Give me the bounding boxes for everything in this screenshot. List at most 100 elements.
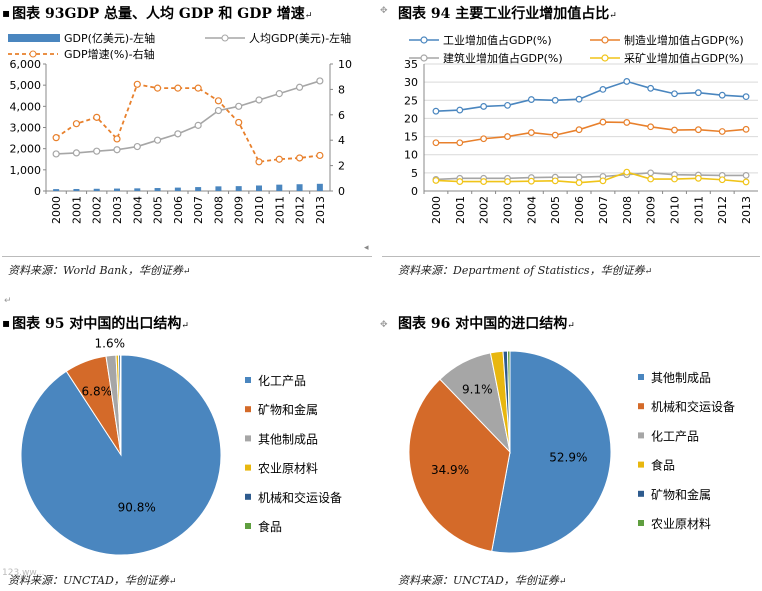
chart94-legend-0: 工业增加值占GDP(%) [443,33,552,47]
chart94-point [623,119,631,126]
chart94-title: 图表 94 主要工业行业增加值占比↵ [398,6,617,22]
chart95-legend-label-3: 农业原材料 [258,462,318,476]
chart94-point [694,126,702,134]
chart93-tick-label-left: 1,000 [10,164,42,177]
anchor-icon: ✥ [380,320,388,330]
chart93-tick-label-left: 4,000 [10,100,42,113]
watermark: 123.ww... [2,568,45,578]
chart94-point [480,178,488,185]
chart96-legend-label-4: 矿物和金属 [651,487,711,502]
chart93-legend-bar: GDP(亿美元)-左轴 [64,31,155,45]
chart94-point [575,173,583,181]
chart94-tick-label: 5 [411,167,418,180]
chart94-line-0 [435,80,747,112]
chart94-point [671,175,678,183]
chart94-tick-label: 35 [404,58,418,71]
chart93-tick-label-right: 2 [338,160,345,173]
chart94-point [742,93,750,101]
chart94-point [671,90,678,98]
chart93-point-per-capita [52,150,60,158]
chart94-point [575,179,583,187]
chart94-x-label: 2013 [740,196,753,224]
chart93-legend-growth: GDP增速(%)-右轴 [64,47,155,61]
chart94-tick-label: 30 [404,76,418,89]
chart96-legend-swatch-1 [638,403,644,410]
chart93-x-label: 2007 [192,196,205,224]
chart93-point-per-capita [235,102,243,110]
chart96-legend-swatch-3 [638,461,644,468]
chart95-legend-label-4: 机械和交运设备 [258,490,342,505]
chart93-point-growth [214,97,223,105]
chart93-x-label: 2012 [294,196,307,224]
chart94-x-label: 2003 [502,196,515,224]
chart94-point [599,177,607,185]
chart93-x-label: 2001 [70,196,83,224]
chart93-legend-marker-per-capita [221,34,229,42]
chart93-bar [215,186,222,191]
chart93-bar [195,187,202,191]
chart94-point [623,78,631,85]
chart94-point [599,118,607,126]
chart93-title: ▪ 图表 93GDP 总量、人均 GDP 和 GDP 增速↵ [2,6,313,22]
chart95-title: ▪ 图表 95 对中国的出口结构↵ [2,316,189,332]
chart94-legend-1: 制造业增加值占GDP(%) [624,33,744,47]
bullet-icon: ▪ [2,316,11,330]
chart94-point [504,101,511,109]
chart94-point [432,177,440,184]
chart94-x-label: 2002 [478,196,491,224]
chart94-x-label: 2010 [669,196,682,224]
chart93-x-label: 2004 [131,196,144,224]
chart94-point [504,178,511,185]
chart94-legend-marker-0 [420,36,428,44]
chart93-tick-label-left: 5,000 [10,79,42,92]
chart93-x-label: 2000 [50,196,63,224]
chart96-legend-swatch-4 [638,490,644,497]
chart94-point [551,177,559,185]
chart95-legend-label-1: 矿物和金属 [258,402,318,417]
chart93-point-growth [255,158,263,166]
corner-icon: ◂ [364,243,369,253]
chart96-slice-0 [491,350,612,554]
chart96-legend-label-5: 农业原材料 [651,517,711,531]
chart96-legend-label-1: 机械和交运设备 [651,399,735,414]
chart93-point-growth [316,151,324,160]
chart94-point [575,95,583,103]
chart94-point [527,129,535,136]
chart93-bar [154,188,161,191]
chart94-point [456,178,464,185]
bullet-icon: ▪ [2,6,11,20]
chart94-legend-marker-1 [601,36,609,44]
chart94-point [718,91,726,99]
chart94-legend-2: 建筑业增加值占GDP(%) [443,51,563,65]
chart94-x-label: 2000 [430,196,443,224]
chart93-point-per-capita [113,146,121,154]
chart96-slice-5 [506,350,511,453]
chart93-point-per-capita [153,136,162,144]
chart94-x-label: 2004 [525,196,538,224]
chart94-point [694,89,702,97]
chart96-slice-label-2: 9.1% [462,382,493,396]
chart93-x-label: 2002 [91,196,104,224]
chart93-point-per-capita [93,147,101,155]
chart93-bar [316,183,323,191]
chart93-bar [296,184,303,191]
chart94-legend-marker-2 [420,54,428,62]
chart94-point [647,84,655,92]
chart93-bar [53,189,60,191]
chart93-tick-label-left: 6,000 [10,58,42,71]
chart93-bar [276,184,283,191]
chart95-source: 资料来源：UNCTAD，华创证券↵ [8,574,177,587]
chart93-x-label: 2005 [152,196,165,224]
chart93-legend-swatch-bar [8,34,60,42]
chart93-point-per-capita [194,121,202,129]
chart93-point-growth [194,84,202,92]
chart93-bar [93,188,100,191]
chart95-slice-label-1: 6.8% [82,384,113,398]
chart94-point [456,106,464,114]
chart94-rule [382,256,760,257]
chart94-x-label: 2001 [454,196,467,224]
chart93-bar [256,185,262,191]
chart95-legend-swatch-5 [245,523,251,529]
chart93-point-growth [93,113,101,121]
chart96-legend-label-2: 化工产品 [651,429,699,443]
